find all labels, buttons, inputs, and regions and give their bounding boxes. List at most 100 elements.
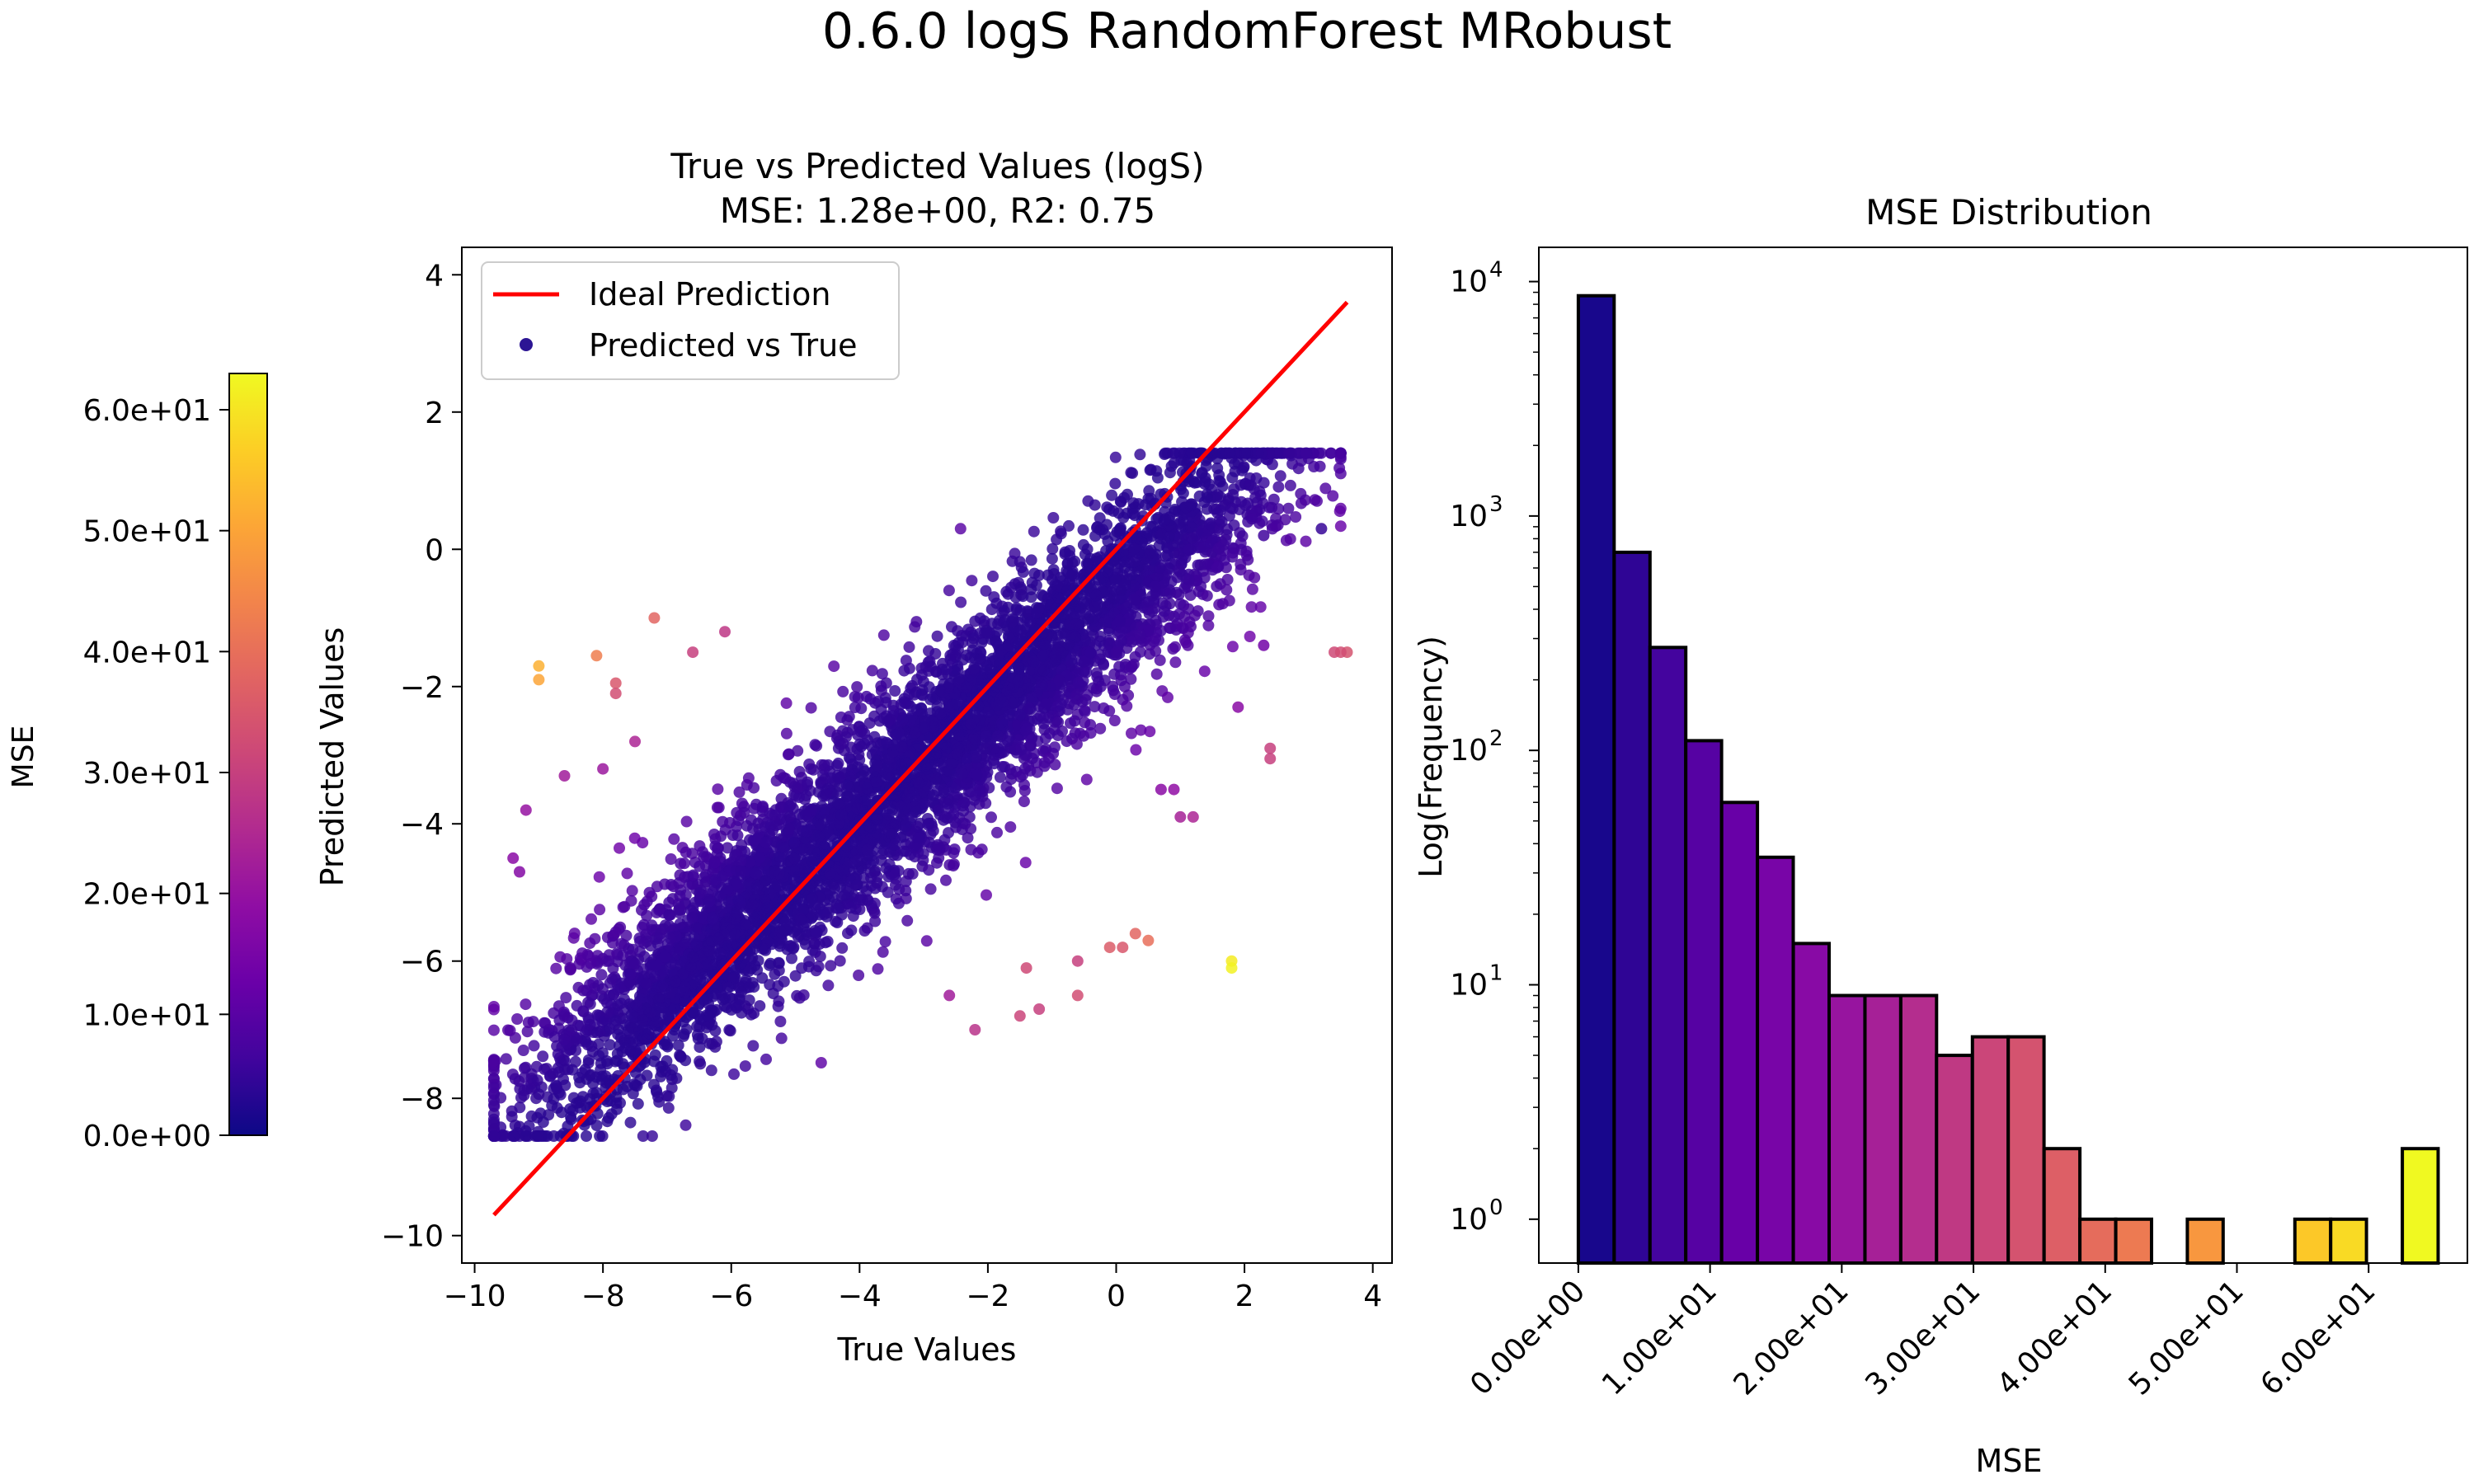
scatter-point — [637, 1130, 649, 1142]
scatter-point — [801, 825, 813, 838]
scatter-point — [640, 977, 652, 989]
scatter-point — [985, 603, 998, 616]
scatter-point — [1221, 574, 1234, 585]
scatter-point — [1122, 689, 1135, 702]
scatter-point — [626, 885, 638, 897]
scatter-point — [832, 757, 844, 769]
scatter-point — [487, 1003, 500, 1016]
scatter-point — [879, 936, 891, 948]
scatter-point — [760, 902, 773, 914]
scatter-point — [1128, 542, 1141, 555]
scatter-point — [1128, 556, 1141, 568]
scatter-point — [1101, 519, 1113, 531]
scatter-point — [750, 867, 762, 880]
scatter-point — [531, 1074, 543, 1087]
scatter-point — [988, 758, 1000, 770]
scatter-point — [900, 655, 912, 667]
scatter-point — [709, 840, 722, 852]
scatter-point — [1064, 545, 1075, 556]
scatter-point — [1150, 668, 1163, 680]
colorbar-tick-label: 2.0e+01 — [83, 878, 211, 912]
scatter-point — [1009, 547, 1021, 560]
scatter-point — [1144, 464, 1156, 477]
scatter-point — [617, 950, 629, 961]
scatter-point — [896, 715, 909, 726]
scatter-point — [851, 879, 863, 891]
scatter-point — [651, 881, 663, 893]
scatter-point — [815, 1057, 827, 1068]
scatter-point — [770, 819, 783, 832]
scatter-point — [615, 937, 628, 950]
scatter-point — [886, 828, 898, 840]
scatter-point — [1184, 589, 1197, 601]
scatter-point — [807, 763, 820, 776]
scatter-point — [694, 840, 706, 852]
scatter-point — [674, 890, 686, 902]
scatter-point — [895, 801, 907, 813]
scatter-point — [1252, 447, 1264, 459]
scatter-point — [610, 1091, 623, 1103]
scatter-point — [610, 1015, 623, 1027]
scatter-point — [517, 1045, 529, 1056]
scatter-point — [673, 902, 685, 914]
scatter-point — [1183, 543, 1196, 556]
scatter-point — [1221, 584, 1233, 596]
scatter-point — [1188, 477, 1201, 489]
scatter-point — [760, 1053, 772, 1065]
scatter-point — [850, 834, 863, 846]
scatter-point — [1295, 487, 1307, 500]
scatter-point — [1211, 489, 1224, 501]
scatter-point — [661, 1039, 674, 1051]
scatter-point — [487, 1082, 500, 1094]
scatter-point — [1240, 549, 1253, 561]
scatter-point — [750, 937, 763, 950]
scatter-point — [913, 777, 924, 789]
scatter-point — [1290, 511, 1302, 523]
scatter-point — [814, 951, 826, 963]
scatter-point — [792, 744, 804, 757]
scatter-point — [1004, 632, 1015, 644]
scatter-point — [712, 783, 724, 796]
scatter-point — [787, 942, 799, 955]
scatter-point — [1037, 712, 1050, 725]
scatter-point — [627, 943, 639, 956]
scatter-point — [954, 523, 967, 535]
scatter-point — [1028, 525, 1040, 538]
scatter-point — [595, 969, 608, 981]
scatter-point — [772, 1000, 784, 1012]
scatter-point — [624, 1116, 637, 1129]
scatter-point — [902, 867, 915, 880]
scatter-point — [1266, 447, 1278, 459]
scatter-point — [1117, 511, 1130, 524]
scatter-point — [1143, 608, 1155, 620]
scatter-point — [1049, 741, 1061, 754]
scatter-point — [778, 772, 790, 784]
scatter-point — [968, 664, 981, 676]
scatter-point — [868, 907, 881, 919]
scatter-point — [955, 596, 967, 608]
scatter-point — [694, 887, 706, 899]
scatter-point — [1065, 654, 1078, 666]
scatter-point — [1032, 569, 1045, 581]
scatter-point — [1174, 447, 1186, 459]
scatter-point — [646, 1130, 658, 1142]
scatter-point — [748, 782, 760, 794]
scatter-point — [1193, 514, 1206, 526]
scatter-point — [1094, 551, 1106, 563]
scatter-point — [1098, 702, 1110, 714]
scatter-point — [1129, 501, 1141, 514]
scatter-point — [1003, 709, 1015, 721]
scatter-point — [820, 937, 831, 949]
scatter-point — [680, 1119, 692, 1131]
scatter-point — [1128, 580, 1140, 592]
scatter-point — [819, 773, 831, 785]
scatter-point — [521, 1026, 534, 1038]
scatter-point — [926, 715, 938, 727]
scatter-point — [1235, 495, 1248, 508]
scatter-point — [615, 1031, 627, 1044]
scatter-point — [1069, 555, 1081, 567]
scatter-point — [818, 814, 830, 826]
scatter-point — [991, 826, 1003, 838]
scatter-point — [1176, 622, 1188, 634]
scatter-point — [796, 962, 808, 974]
